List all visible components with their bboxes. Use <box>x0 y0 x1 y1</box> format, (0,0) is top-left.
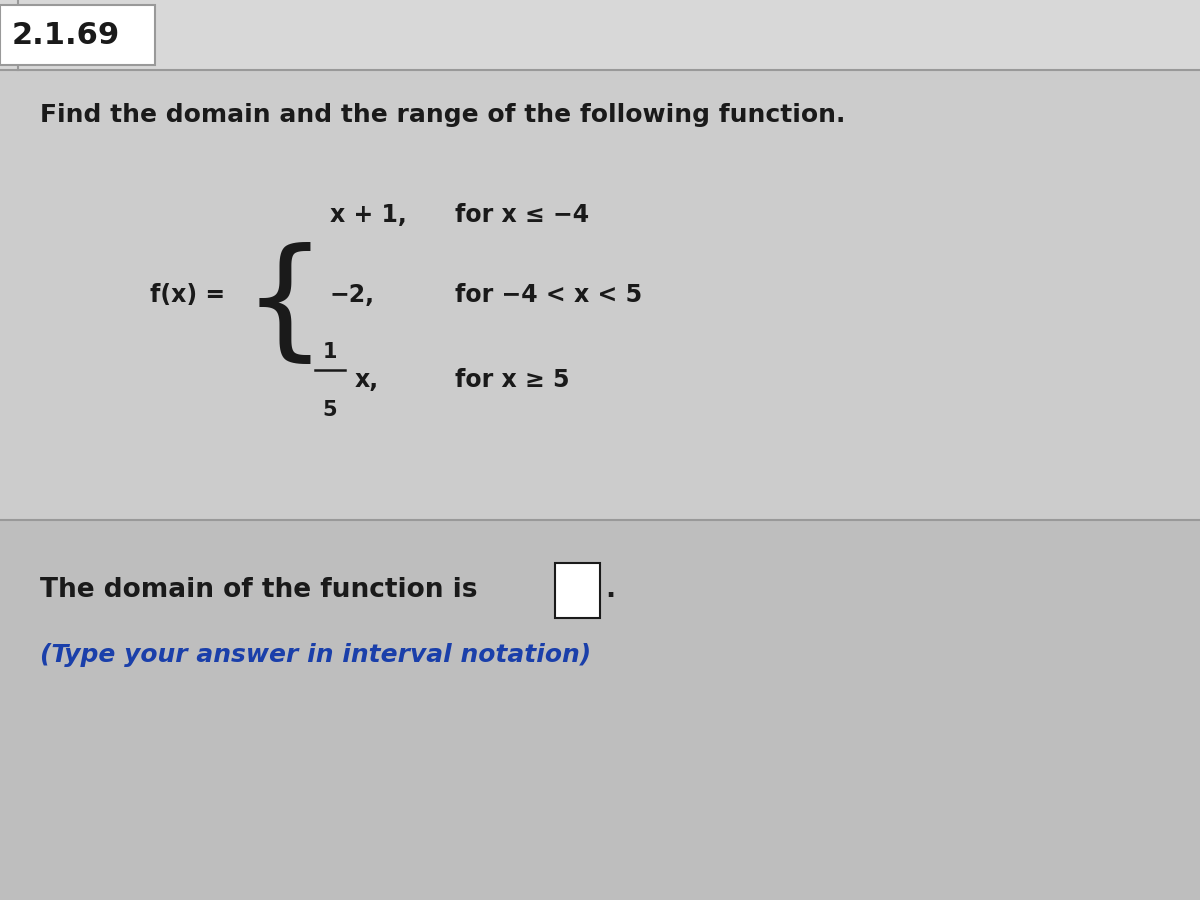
Text: −2,: −2, <box>330 283 374 307</box>
FancyBboxPatch shape <box>0 0 1200 70</box>
Text: 5: 5 <box>323 400 337 420</box>
FancyBboxPatch shape <box>0 70 1200 520</box>
Text: x,: x, <box>355 368 379 392</box>
Text: 1: 1 <box>323 342 337 362</box>
Text: Find the domain and the range of the following function.: Find the domain and the range of the fol… <box>40 103 845 127</box>
Text: 2.1.69: 2.1.69 <box>12 21 120 50</box>
Text: (Type your answer in interval notation): (Type your answer in interval notation) <box>40 643 592 667</box>
FancyBboxPatch shape <box>0 520 1200 900</box>
Text: for −4 < x < 5: for −4 < x < 5 <box>455 283 642 307</box>
Text: for x ≤ −4: for x ≤ −4 <box>455 203 589 227</box>
FancyBboxPatch shape <box>554 563 600 618</box>
Text: {: { <box>242 241 326 368</box>
Text: x + 1,: x + 1, <box>330 203 407 227</box>
Text: for x ≥ 5: for x ≥ 5 <box>455 368 570 392</box>
FancyBboxPatch shape <box>0 5 155 65</box>
Text: .: . <box>605 577 616 603</box>
Text: The domain of the function is: The domain of the function is <box>40 577 478 603</box>
Text: f(x) =: f(x) = <box>150 283 226 307</box>
